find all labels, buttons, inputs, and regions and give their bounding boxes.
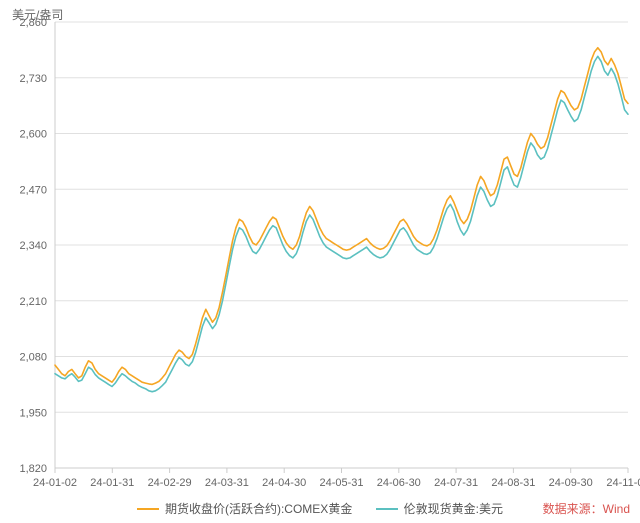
svg-text:1,820: 1,820 bbox=[19, 463, 47, 475]
legend-label-1: 伦敦现货黄金:美元 bbox=[404, 500, 503, 517]
svg-text:24-08-31: 24-08-31 bbox=[491, 477, 535, 489]
svg-text:2,470: 2,470 bbox=[19, 184, 47, 196]
svg-text:24-01-02: 24-01-02 bbox=[33, 477, 77, 489]
svg-text:24-09-30: 24-09-30 bbox=[549, 477, 593, 489]
y-axis-unit-label: 美元/盎司 bbox=[12, 6, 63, 23]
svg-text:2,210: 2,210 bbox=[19, 296, 47, 308]
legend-label-0: 期货收盘价(活跃合约):COMEX黄金 bbox=[165, 500, 352, 517]
svg-text:24-03-31: 24-03-31 bbox=[205, 477, 249, 489]
svg-text:24-11-06: 24-11-06 bbox=[606, 477, 640, 489]
svg-text:24-06-30: 24-06-30 bbox=[377, 477, 421, 489]
legend-item-0: 期货收盘价(活跃合约):COMEX黄金 bbox=[137, 500, 352, 517]
gold-price-chart: 美元/盎司 1,820 1,950 2,080 2,210 2,340 2,470 2,60… bbox=[0, 0, 640, 523]
svg-text:2,730: 2,730 bbox=[19, 73, 47, 85]
legend-swatch-0 bbox=[137, 508, 159, 510]
svg-text:24-07-31: 24-07-31 bbox=[434, 477, 478, 489]
chart-svg: 1,820 1,950 2,080 2,210 2,340 2,470 2,600 2,730… bbox=[0, 0, 640, 523]
legend-item-1: 伦敦现货黄金:美元 bbox=[376, 500, 503, 517]
svg-text:2,600: 2,600 bbox=[19, 129, 47, 141]
svg-text:1,950: 1,950 bbox=[19, 407, 47, 419]
svg-text:24-05-31: 24-05-31 bbox=[319, 477, 363, 489]
svg-text:2,080: 2,080 bbox=[19, 352, 47, 364]
svg-text:2,340: 2,340 bbox=[19, 240, 47, 252]
svg-text:24-02-29: 24-02-29 bbox=[148, 477, 192, 489]
legend-swatch-1 bbox=[376, 508, 398, 510]
svg-text:24-01-31: 24-01-31 bbox=[90, 477, 134, 489]
svg-text:24-04-30: 24-04-30 bbox=[262, 477, 306, 489]
data-source-label: 数据来源：Wind bbox=[543, 500, 630, 517]
